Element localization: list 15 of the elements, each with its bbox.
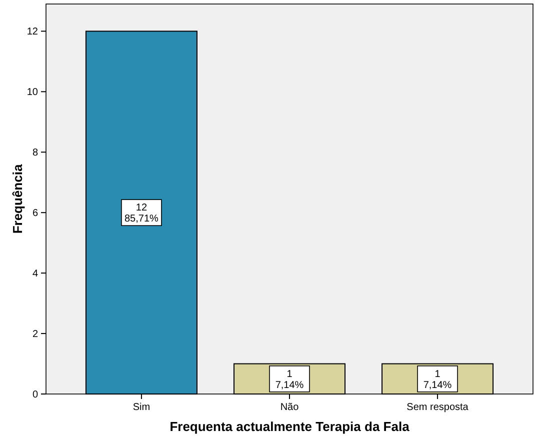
y-tick-label: 10	[26, 87, 38, 98]
y-tick-label: 12	[26, 26, 38, 38]
y-axis-title: Frequência	[10, 164, 25, 234]
y-tick-label: 0	[32, 390, 38, 400]
data-label: 1 7,14%	[423, 368, 452, 391]
x-tick-label: Sim	[132, 402, 150, 413]
x-tick-label: Não	[280, 402, 300, 413]
y-tick-label: 8	[32, 148, 38, 159]
x-axis-title: Frequenta actualmente Terapia da Fala	[170, 419, 410, 434]
data-label: 12 85,71%	[124, 202, 159, 225]
y-tick-label: 6	[32, 208, 38, 220]
data-label: 1 7,14%	[275, 368, 304, 391]
y-tick-label: 2	[32, 329, 38, 340]
y-tick-label: 4	[32, 268, 38, 280]
x-tick-label: Sem resposta	[406, 402, 469, 413]
